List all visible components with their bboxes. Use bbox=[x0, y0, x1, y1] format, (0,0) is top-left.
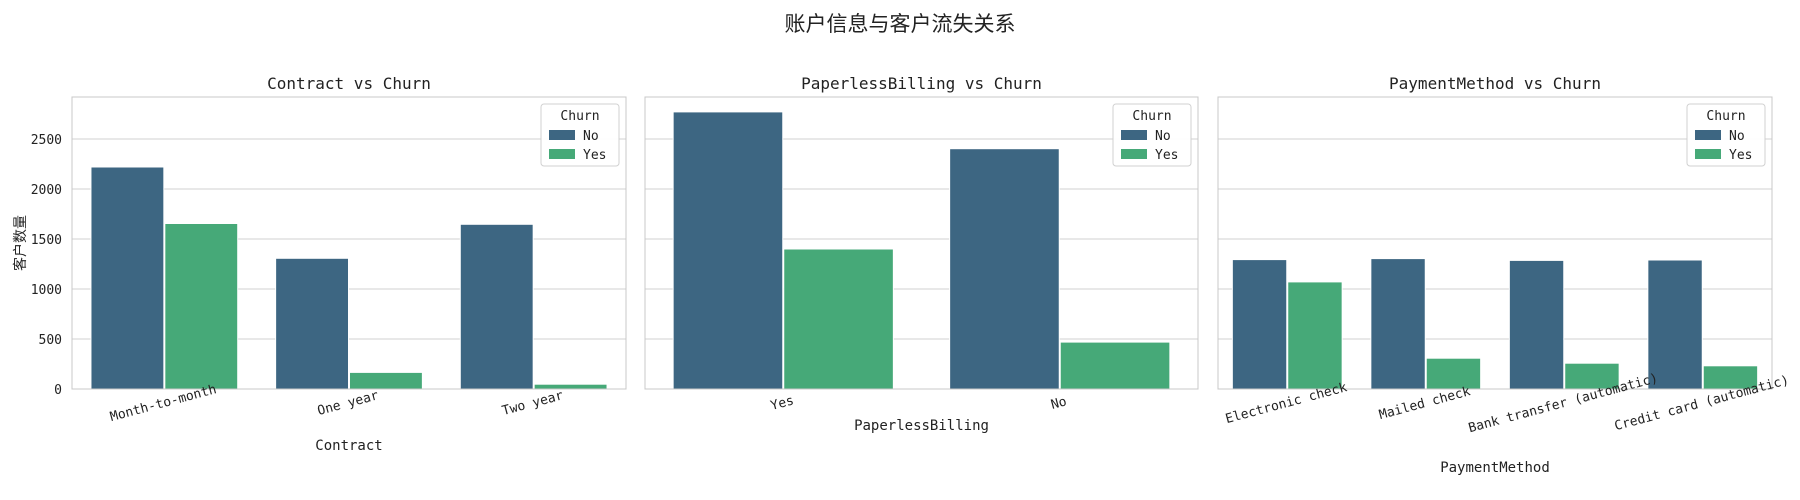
x-tick-label: Mailed check bbox=[1378, 384, 1473, 423]
legend-label: Yes bbox=[1155, 148, 1178, 163]
y-tick-label: 500 bbox=[39, 333, 62, 348]
y-tick-label: 2000 bbox=[31, 183, 62, 198]
legend-swatch-yes bbox=[1121, 149, 1147, 159]
subplot-title: PaperlessBilling vs Churn bbox=[801, 74, 1042, 93]
legend: Churn No Yes bbox=[540, 103, 620, 167]
bar-no bbox=[1647, 259, 1703, 390]
plot-frame bbox=[71, 96, 627, 390]
x-tick-label: Two year bbox=[501, 388, 566, 419]
bar-no bbox=[1231, 259, 1288, 390]
x-axis-label: PaymentMethod bbox=[1440, 460, 1550, 476]
legend-label: Yes bbox=[1729, 148, 1752, 163]
legend: Churn No Yes bbox=[1112, 103, 1192, 167]
bar-no bbox=[1370, 258, 1426, 390]
bar-no bbox=[949, 148, 1060, 390]
subplot-2: Yes No PaperlessBilling PaperlessBilling vs… bbox=[644, 74, 1199, 434]
bar-yes bbox=[1287, 281, 1343, 390]
y-tick-label: 2500 bbox=[31, 133, 62, 148]
legend: Churn No Yes bbox=[1686, 103, 1766, 167]
legend-label: Yes bbox=[583, 148, 606, 163]
legend-label: No bbox=[1729, 129, 1745, 144]
bar-yes bbox=[1564, 362, 1620, 390]
legend-swatch-yes bbox=[549, 149, 575, 159]
bar-no bbox=[672, 111, 784, 390]
y-tick-label: 1500 bbox=[31, 233, 62, 248]
bar-no bbox=[90, 166, 165, 390]
x-axis-label: Contract bbox=[315, 438, 382, 454]
bar-yes bbox=[349, 371, 423, 390]
subplot-title: Contract vs Churn bbox=[267, 74, 431, 93]
y-tick-label: 1000 bbox=[31, 283, 62, 298]
legend-swatch-no bbox=[1121, 130, 1147, 140]
y-axis-label: 客户数量 bbox=[12, 215, 29, 271]
x-axis-label: PaperlessBilling bbox=[854, 418, 989, 434]
legend-swatch-yes bbox=[1695, 149, 1721, 159]
legend-title: Churn bbox=[1132, 109, 1171, 124]
bar-no bbox=[459, 223, 534, 390]
legend-label: No bbox=[583, 129, 599, 144]
subplot-title: PaymentMethod vs Churn bbox=[1389, 74, 1601, 93]
bar-no bbox=[1508, 259, 1565, 390]
plot-frame bbox=[1217, 96, 1773, 390]
plot-frame bbox=[644, 96, 1199, 390]
legend-swatch-no bbox=[549, 130, 575, 140]
bar-yes bbox=[533, 383, 608, 390]
x-tick-label: Yes bbox=[769, 393, 796, 414]
bar-yes bbox=[783, 248, 894, 390]
figure-title: 账户信息与客户流失关系 bbox=[784, 12, 1016, 36]
legend-swatch-no bbox=[1695, 130, 1721, 140]
x-tick-label: No bbox=[1049, 394, 1068, 413]
legend-title: Churn bbox=[1706, 109, 1745, 124]
legend-title: Churn bbox=[560, 109, 599, 124]
bar-yes bbox=[164, 223, 239, 390]
bar-yes bbox=[1059, 341, 1171, 390]
bar-yes bbox=[1425, 357, 1482, 390]
x-tick-label: One year bbox=[316, 388, 381, 419]
legend-label: No bbox=[1155, 129, 1171, 144]
bar-no bbox=[275, 257, 349, 390]
y-tick-label: 0 bbox=[54, 383, 62, 398]
